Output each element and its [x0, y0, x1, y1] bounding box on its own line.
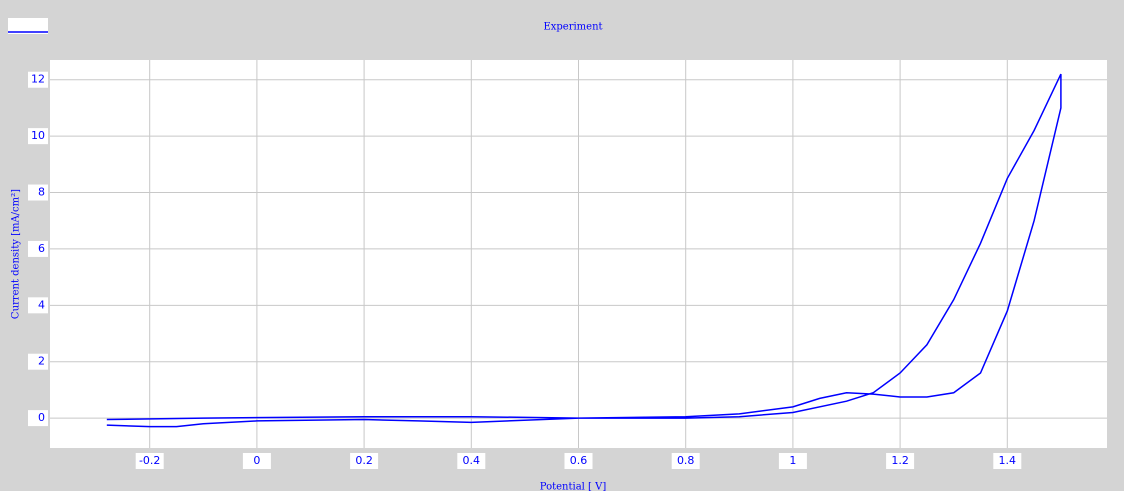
chart-title: Experiment	[543, 22, 602, 33]
x-tick-label: 0	[253, 454, 260, 467]
tick-label-box	[350, 453, 379, 469]
tick-label-box	[135, 453, 164, 469]
data-line	[106, 73, 1062, 428]
x-tick-label: 1.4	[999, 454, 1017, 467]
x-axis-label: Potential [ V]	[540, 482, 607, 491]
y-tick-label: 4	[38, 298, 45, 311]
tick-label-box	[886, 453, 915, 469]
tick-label-box	[28, 240, 48, 257]
x-tick-label: -0.2	[139, 454, 160, 467]
tick-label-box	[28, 297, 48, 314]
y-tick-label: 8	[38, 186, 45, 199]
tick-label-box	[457, 453, 486, 469]
tick-label-box	[28, 71, 48, 88]
tick-label-box	[28, 353, 48, 370]
tick-label-box	[564, 453, 593, 469]
tick-label-box	[778, 453, 807, 469]
tick-label-box	[242, 453, 271, 469]
tick-label-box	[993, 453, 1022, 469]
y-tick-label: 2	[38, 355, 45, 368]
x-tick-label: 0.6	[570, 454, 588, 467]
x-tick-label: 1	[789, 454, 796, 467]
legend-box	[8, 18, 48, 34]
y-tick-label: 6	[38, 242, 45, 255]
tick-label-box	[28, 184, 48, 201]
tick-label-box	[28, 410, 48, 427]
tick-label-box	[671, 453, 700, 469]
y-axis-label: Current density [mA/cm²]	[11, 189, 22, 319]
x-tick-label: 0.8	[677, 454, 695, 467]
x-tick-label: 1.2	[891, 454, 909, 467]
y-tick-label: 12	[31, 73, 45, 86]
y-tick-label: 10	[31, 129, 45, 142]
y-tick-label: 0	[38, 411, 45, 424]
x-tick-label: 0.2	[355, 454, 373, 467]
x-tick-label: 0.4	[463, 454, 481, 467]
tick-label-box	[28, 128, 48, 145]
